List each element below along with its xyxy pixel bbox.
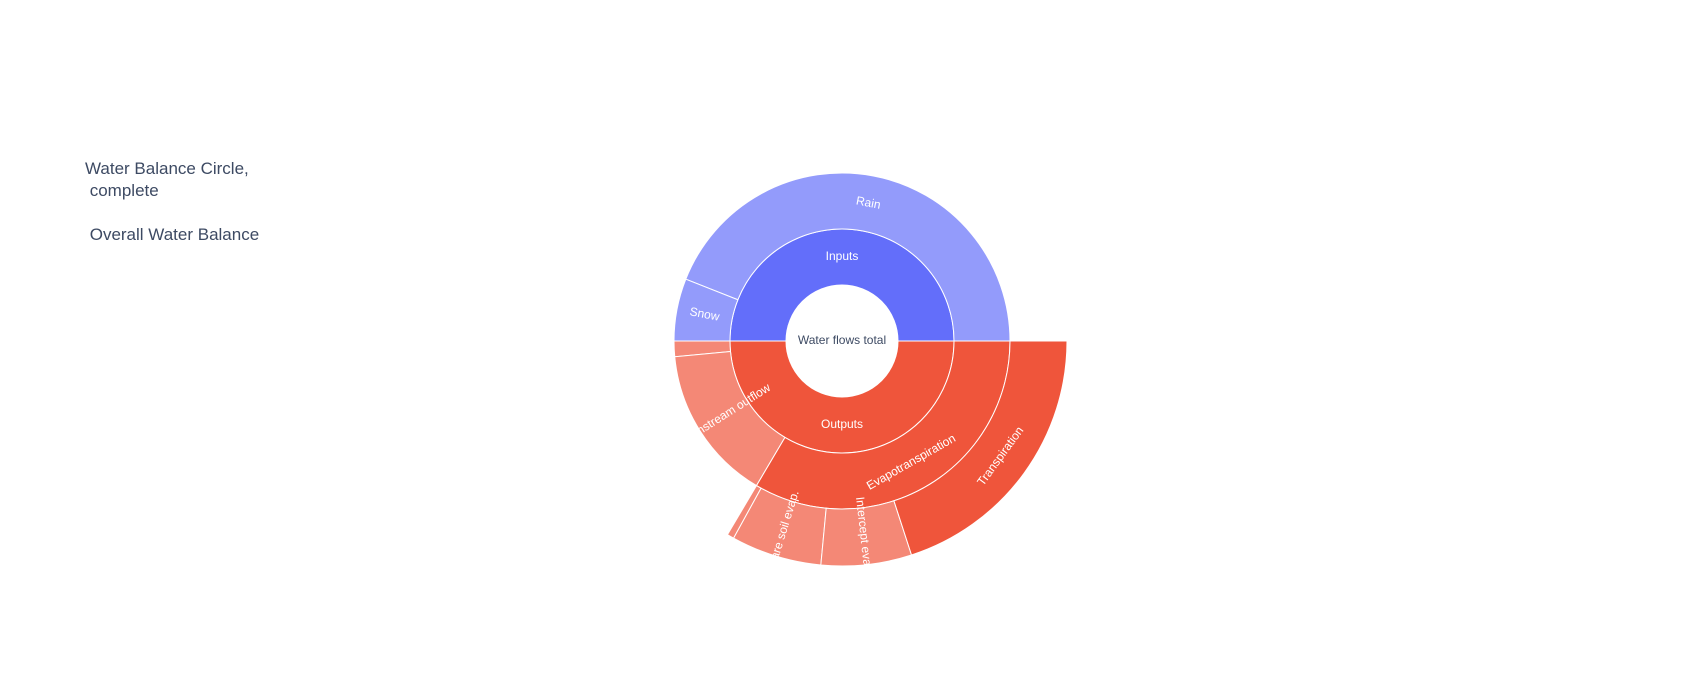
segment-transpiration[interactable] xyxy=(893,340,1068,556)
segment-rain[interactable] xyxy=(685,172,1011,342)
label-outputs: Outputs xyxy=(821,417,863,431)
label-forest: Forest xyxy=(0,0,18,6)
title-line-2: complete xyxy=(85,181,159,200)
label-root: Water flows total xyxy=(798,333,886,347)
label-snow: Snow xyxy=(689,304,721,323)
label-rain: Rain xyxy=(855,193,882,211)
label-inputs: Inputs xyxy=(826,249,859,263)
title-line-1: Water Balance Circle, xyxy=(85,159,249,178)
label-grasslands: Grasslands xyxy=(0,0,30,6)
title-line-3: Overall Water Balance xyxy=(85,225,260,244)
chart-title: Water Balance Circle, complete Overall W… xyxy=(85,158,259,246)
